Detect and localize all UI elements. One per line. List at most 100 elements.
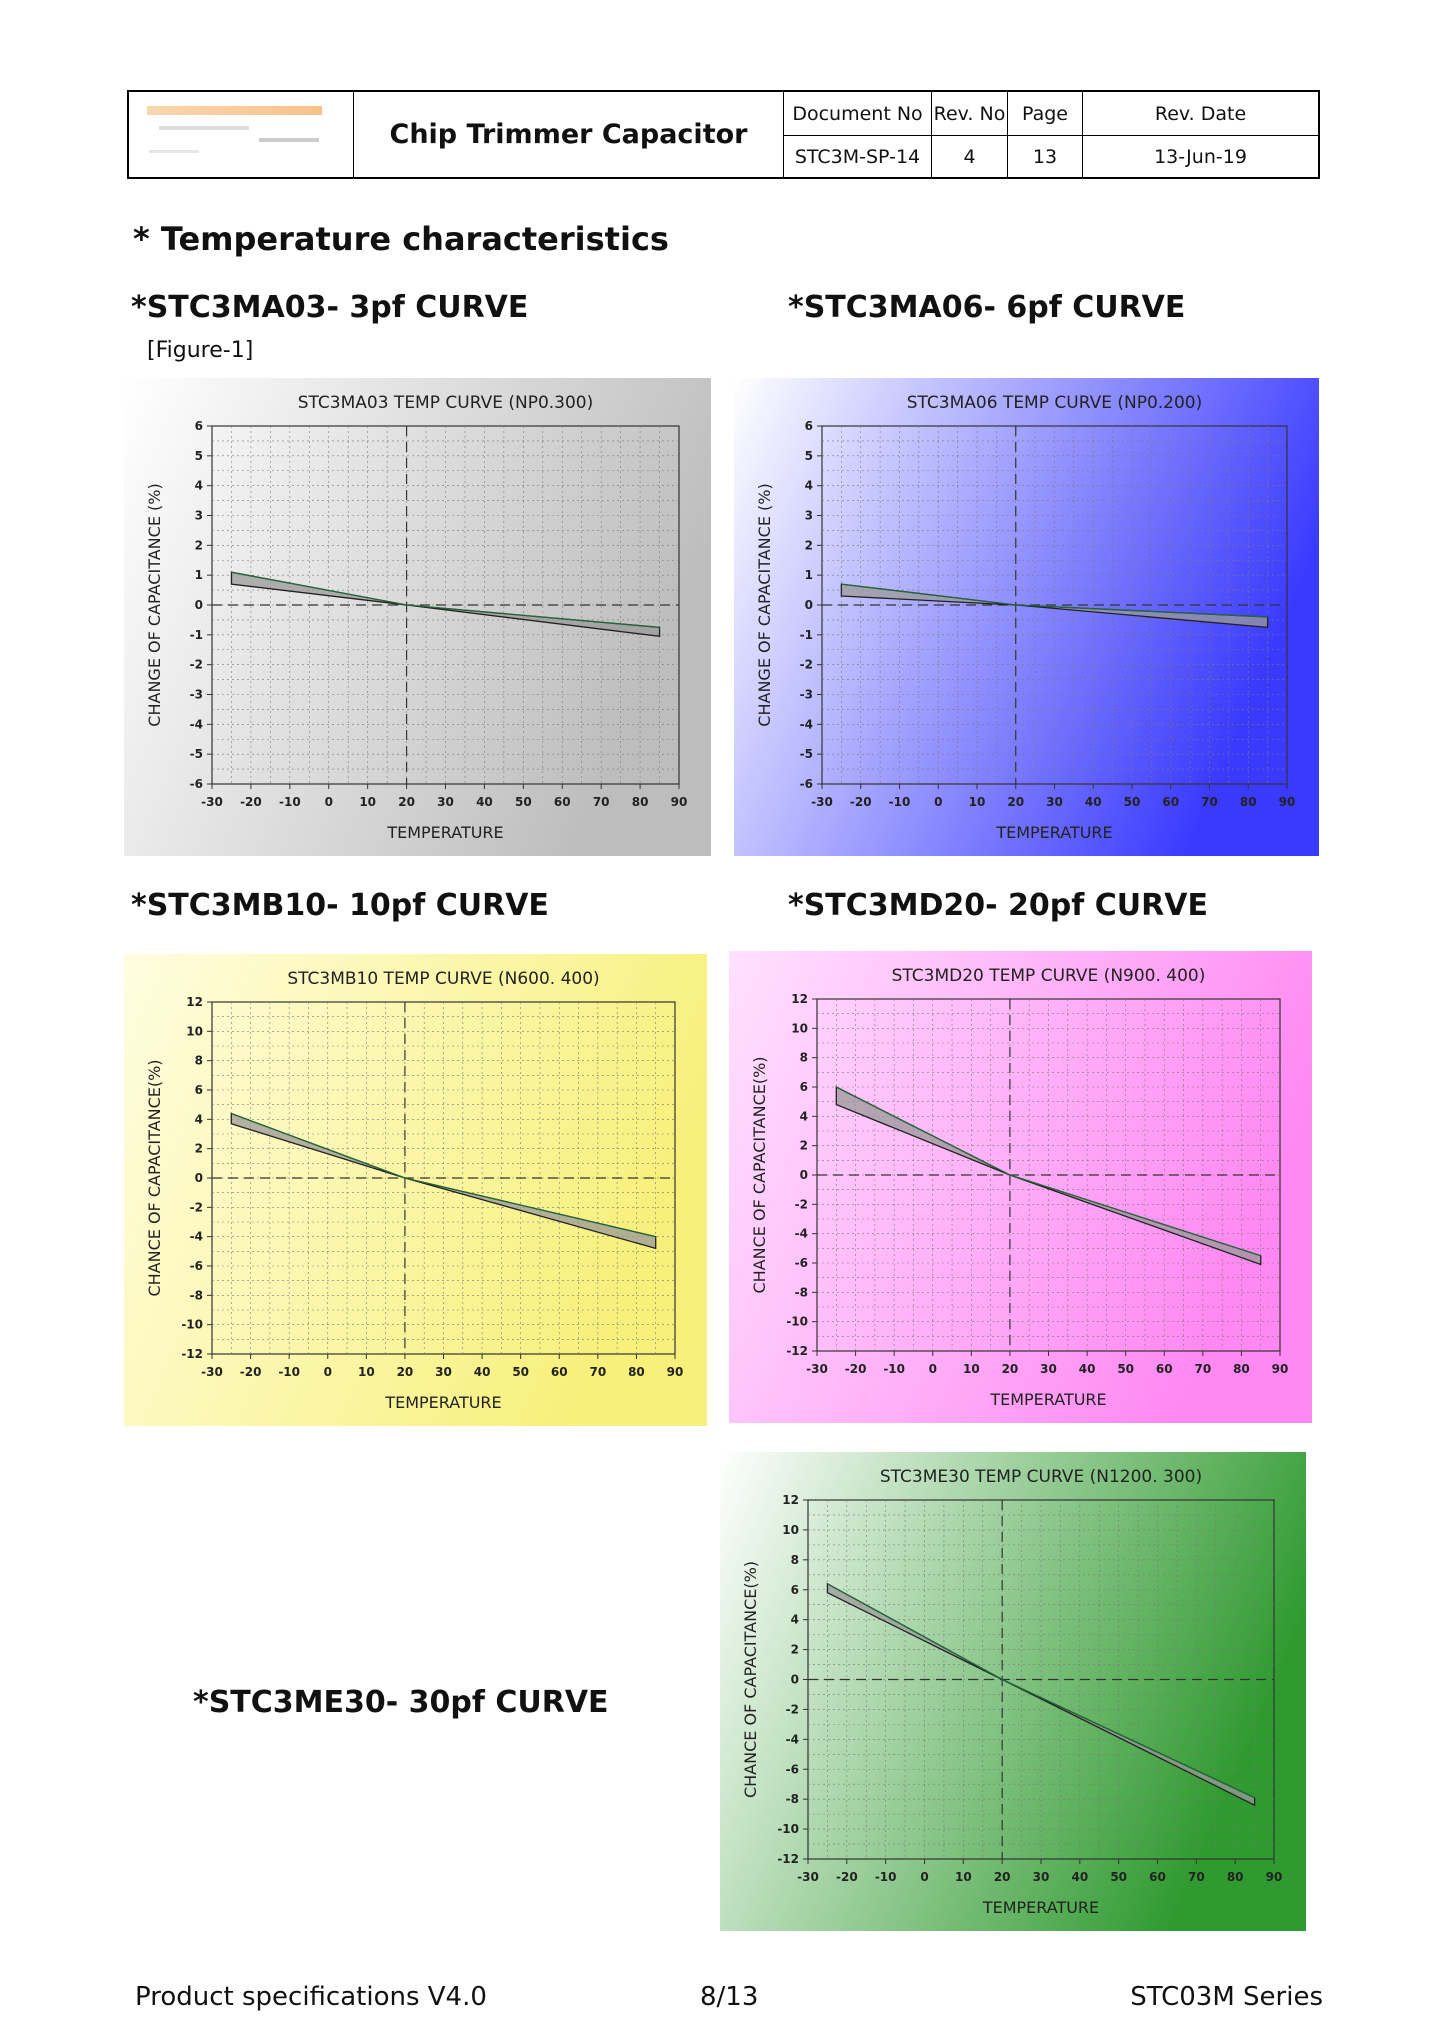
rev-no-label: Rev. No	[932, 92, 1008, 135]
x-tick-label: 60	[1162, 795, 1179, 809]
x-tick-label: 20	[1007, 795, 1024, 809]
rev-date-value: 13-Jun-19	[1154, 145, 1247, 168]
x-tick-label: 40	[1085, 795, 1102, 809]
x-tick-label: 0	[929, 1362, 937, 1376]
chart-stc3md20: -30 -20 -10 0 10 20 30 40 50 60 70 80 90 -12 -10 -8 -6 -4…	[729, 951, 1312, 1423]
x-axis-label: TEMPERATURE	[995, 823, 1112, 842]
y-tick-label: -6	[786, 1762, 799, 1776]
y-tick-label: 4	[791, 1613, 799, 1627]
x-tick-label: -10	[279, 795, 301, 809]
y-tick-label: -4	[800, 717, 813, 731]
x-tick-label: 40	[476, 795, 493, 809]
upper-curve	[231, 571, 660, 628]
y-tick-label: 2	[800, 1139, 808, 1153]
curve-title-ma03: *STC3MA03- 3pf CURVE	[131, 290, 529, 325]
doc-no-label: Document No	[784, 92, 932, 135]
upper-curve	[231, 1112, 656, 1238]
y-tick-label: 12	[791, 992, 808, 1006]
x-tick-label: 90	[1266, 1870, 1283, 1884]
x-tick-label: -30	[201, 1365, 223, 1379]
chart-title: STC3MD20 TEMP CURVE (N900. 400)	[892, 966, 1206, 986]
y-tick-label: -3	[800, 688, 813, 702]
y-tick-label: 4	[805, 479, 813, 493]
y-tick-label: 10	[782, 1523, 799, 1537]
x-tick-label: -30	[797, 1870, 819, 1884]
x-tick-label: 30	[1033, 1870, 1050, 1884]
chart-stc3me30: -30 -20 -10 0 10 20 30 40 50 60 70 80 90 -12 -10 -8 -6 -4…	[720, 1452, 1306, 1931]
y-tick-label: 3	[195, 509, 203, 523]
x-tick-label: 70	[1201, 795, 1218, 809]
y-axis-label: CHANCE OF CAPACITANCE(%)	[741, 1561, 760, 1798]
y-tick-label: -2	[786, 1702, 799, 1716]
y-tick-label: 12	[782, 1493, 799, 1507]
x-tick-label: 90	[1272, 1362, 1289, 1376]
y-tick-label: -2	[190, 658, 203, 672]
chart-title: STC3MA06 TEMP CURVE (NP0.200)	[907, 393, 1203, 413]
chart-background	[720, 1452, 1306, 1931]
y-tick-label: -4	[190, 1230, 203, 1244]
x-tick-label: 10	[963, 1362, 980, 1376]
chart-background	[124, 378, 711, 856]
x-tick-label: 20	[397, 1365, 414, 1379]
y-tick-label: -6	[190, 1259, 203, 1273]
y-tick-label: 0	[800, 1168, 808, 1182]
curve-title-mb10: *STC3MB10- 10pf CURVE	[131, 888, 549, 923]
y-tick-label: -8	[190, 1288, 203, 1302]
page-label: Page	[1008, 92, 1083, 135]
footer-series: STC03M Series	[1130, 1982, 1323, 2012]
x-tick-label: 30	[1046, 795, 1063, 809]
y-tick-label: -2	[190, 1200, 203, 1214]
y-tick-label: 4	[800, 1109, 808, 1123]
rev-no-value: 4	[932, 136, 1008, 177]
x-tick-label: -20	[836, 1870, 858, 1884]
y-tick-label: 6	[805, 419, 813, 433]
upper-curve	[841, 583, 1268, 618]
y-tick-label: 8	[800, 1051, 808, 1065]
upper-curve	[836, 1086, 1261, 1257]
page-value: 13	[1008, 136, 1083, 177]
y-tick-label: -6	[190, 777, 203, 791]
x-tick-label: 60	[1149, 1870, 1166, 1884]
x-tick-label: 80	[1240, 795, 1257, 809]
chart-stc3ma06: -30 -20 -10 0 10 20 30 40 50 60 70 80 90 -6 -5 -4 -3 -2 -1…	[734, 378, 1319, 856]
y-tick-label: 0	[805, 598, 813, 612]
chart-stc3mb10: -30 -20 -10 0 10 20 30 40 50 60 70 80 90 -12 -10 -8 -6 -4…	[124, 954, 707, 1426]
x-tick-label: 60	[554, 795, 571, 809]
x-tick-label: 10	[358, 1365, 375, 1379]
y-axis-label: CHANCE OF CAPACITANCE(%)	[145, 1059, 164, 1296]
x-tick-label: 80	[628, 1365, 645, 1379]
chart-stc3ma03: -30 -20 -10 0 10 20 30 40 50 60 70 80 90 -6 -5 -4 -3 -2 -1…	[124, 378, 711, 856]
y-tick-label: -12	[181, 1347, 203, 1361]
x-tick-label: 60	[551, 1365, 568, 1379]
y-tick-label: -10	[777, 1822, 799, 1836]
x-tick-label: 70	[1188, 1870, 1205, 1884]
x-tick-label: 90	[1279, 795, 1296, 809]
x-tick-label: -20	[240, 795, 262, 809]
x-tick-label: 20	[994, 1870, 1011, 1884]
y-tick-label: -2	[800, 658, 813, 672]
y-tick-label: 6	[800, 1080, 808, 1094]
x-tick-label: 30	[435, 1365, 452, 1379]
x-tick-label: 80	[632, 795, 649, 809]
y-tick-label: 10	[791, 1021, 808, 1035]
x-tick-label: 50	[1110, 1870, 1127, 1884]
doc-no-value: STC3M-SP-14	[784, 136, 932, 177]
x-tick-label: 90	[671, 795, 688, 809]
x-tick-label: 60	[1156, 1362, 1173, 1376]
x-tick-label: -10	[875, 1870, 897, 1884]
y-tick-label: 1	[195, 568, 203, 582]
y-tick-label: -4	[786, 1732, 799, 1746]
x-tick-label: 20	[1002, 1362, 1019, 1376]
x-tick-label: -30	[811, 795, 833, 809]
x-tick-label: 30	[1040, 1362, 1057, 1376]
x-tick-label: -10	[889, 795, 911, 809]
x-tick-label: -20	[240, 1365, 262, 1379]
y-tick-label: 12	[186, 995, 203, 1009]
y-tick-label: -6	[795, 1256, 808, 1270]
x-tick-label: 80	[1233, 1362, 1250, 1376]
company-logo	[129, 92, 354, 177]
y-tick-label: -12	[786, 1344, 808, 1358]
y-tick-label: 6	[791, 1583, 799, 1597]
y-tick-label: 6	[195, 419, 203, 433]
y-tick-label: 2	[791, 1643, 799, 1657]
